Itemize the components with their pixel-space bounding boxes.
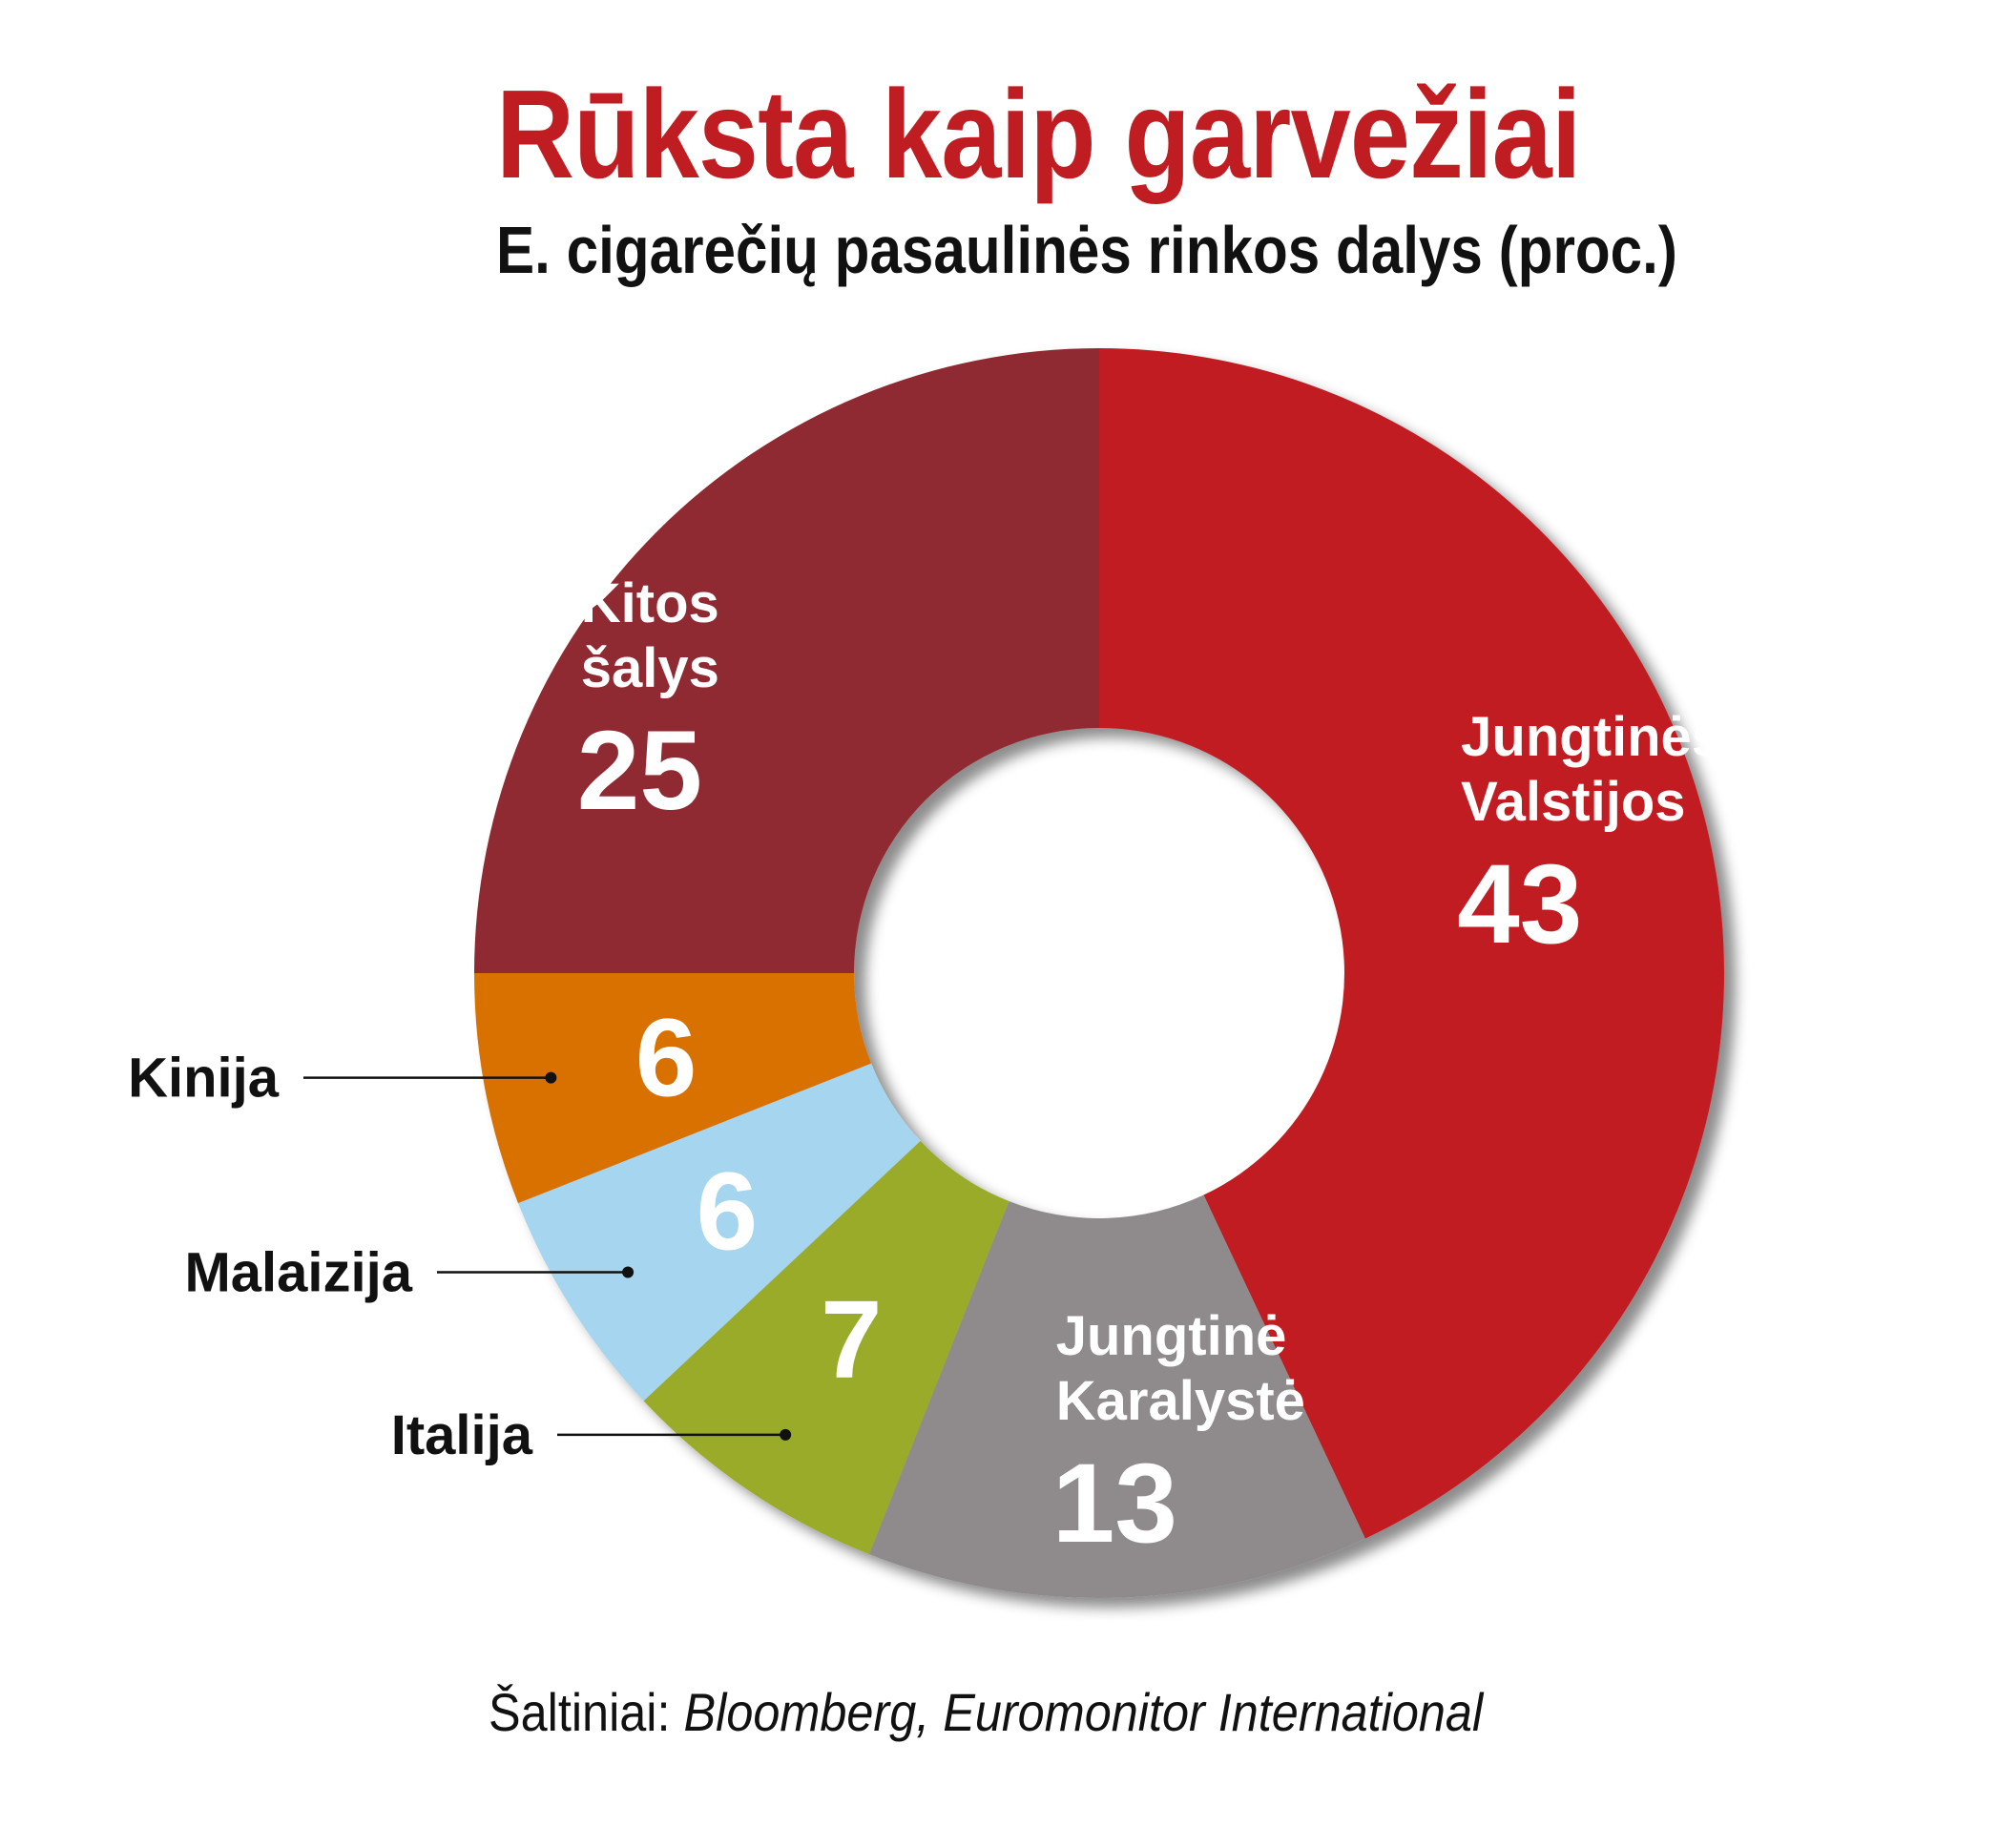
value-kinija: 6	[635, 996, 697, 1120]
slice-malaizija	[517, 1063, 921, 1402]
value-jungtines-valstijos: 43	[1457, 841, 1582, 967]
chart-title: Rūksta kaip garvežiai	[496, 64, 1581, 204]
slice-jungtines-valstijos	[1099, 348, 1724, 1539]
value-jungtine-karalyste: 13	[1052, 1441, 1177, 1567]
slice-kitos-salys	[474, 348, 1099, 973]
label-kinija: Kinija	[128, 1048, 280, 1110]
leader-dot-italija	[780, 1428, 792, 1441]
slice-italija	[643, 1140, 1009, 1555]
label-italija: Italija	[391, 1404, 533, 1466]
source-prefix: Šaltiniai:	[489, 1682, 684, 1742]
label-jungtine-karalyste-line-1: Jungtinė	[1056, 1305, 1287, 1367]
source-names: Bloomberg, Euromonitor International	[683, 1682, 1484, 1742]
source-note: Šaltiniai: Bloomberg, Euromonitor Intern…	[489, 1681, 1483, 1743]
label-jungtines-valstijos-line-1: Jungtinės	[1461, 706, 1722, 768]
value-italija: 7	[821, 1277, 883, 1402]
slice-kinija	[474, 973, 872, 1204]
value-kitos-salys: 25	[577, 708, 702, 834]
label-malaizija: Malaizija	[184, 1241, 412, 1303]
leader-dot-malaizija	[622, 1266, 635, 1278]
value-malaizija: 6	[697, 1150, 759, 1274]
donut-ring	[474, 348, 1724, 1598]
label-kitos-salys-line-2: šalys	[581, 637, 719, 699]
label-jungtine-karalyste-line-2: Karalystė	[1056, 1370, 1305, 1432]
label-kitos-salys-line-1: Kitos	[581, 572, 719, 634]
label-jungtines-valstijos-line-2: Valstijos	[1461, 771, 1685, 833]
chart-subtitle: E. cigarečių pasaulinės rinkos dalys (pr…	[496, 213, 1677, 287]
slice-jungtine-karalyste	[868, 1194, 1365, 1598]
leader-dot-kinija	[545, 1071, 557, 1084]
